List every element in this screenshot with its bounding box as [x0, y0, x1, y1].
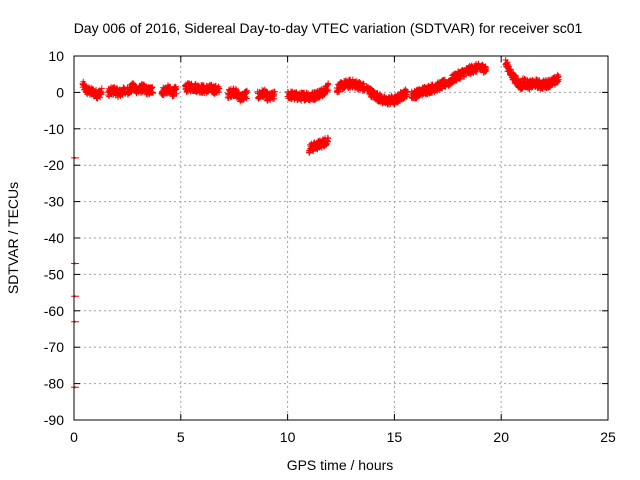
- x-tick-label: 15: [387, 429, 403, 445]
- y-tick-label: -80: [44, 376, 64, 392]
- data-segment: [124, 80, 157, 98]
- data-point: [173, 90, 180, 97]
- data-point: [473, 68, 480, 75]
- y-tick-label: -40: [44, 230, 64, 246]
- data-segment: [389, 86, 411, 108]
- data-segment: [363, 83, 396, 108]
- data-point: [170, 92, 177, 99]
- x-axis-label: GPS time / hours: [287, 457, 394, 473]
- y-axis-label: SDTVAR / TECUs: [5, 182, 21, 294]
- x-tick-label: 25: [600, 429, 616, 445]
- data-segment: [408, 76, 449, 102]
- data-point: [325, 80, 332, 87]
- chart-title: Day 006 of 2016, Sidereal Day-to-day VTE…: [74, 20, 583, 36]
- grid-lines: [74, 56, 608, 420]
- tick-marks: [73, 55, 609, 421]
- data-segment: [254, 86, 278, 104]
- tick-labels: 0 5 10 15 20 25 10 0 -10 -20 -30 -40 -50 -60 -70 -80 -90: [44, 48, 616, 445]
- x-tick-label: 10: [280, 429, 296, 445]
- data-series: [71, 57, 562, 389]
- y-tick-label: -50: [44, 266, 64, 282]
- data-segment: [305, 80, 332, 104]
- data-point: [71, 156, 80, 159]
- data-segment: [444, 60, 490, 89]
- data-segment: [305, 134, 332, 156]
- x-tick-label: 20: [493, 429, 509, 445]
- data-segment: [105, 84, 129, 101]
- data-point: [216, 85, 223, 92]
- y-tick-label: -10: [44, 121, 64, 137]
- data-point: [324, 87, 331, 94]
- data-point: [555, 76, 562, 83]
- data-point: [457, 75, 464, 82]
- data-point: [325, 135, 332, 142]
- data-point: [98, 85, 105, 92]
- x-tick-label: 0: [70, 429, 78, 445]
- data-point: [244, 87, 251, 94]
- data-point: [71, 320, 80, 323]
- data-point: [150, 90, 157, 97]
- data-point: [243, 95, 250, 102]
- y-tick-label: -70: [44, 339, 64, 355]
- data-point: [400, 95, 407, 102]
- data-segment: [79, 78, 105, 102]
- data-point: [483, 67, 490, 74]
- data-segment: [224, 85, 251, 105]
- data-point: [71, 386, 80, 389]
- y-tick-label: -30: [44, 194, 64, 210]
- isolated-points: [71, 156, 80, 389]
- y-tick-label: -20: [44, 157, 64, 173]
- data-point: [467, 71, 474, 78]
- data-segment: [284, 88, 312, 104]
- data-segment: [519, 71, 562, 93]
- data-point: [271, 88, 278, 95]
- y-tick-label: 10: [48, 48, 64, 64]
- y-tick-label: 0: [56, 84, 64, 100]
- y-tick-label: -90: [44, 412, 64, 428]
- data-point: [507, 66, 514, 73]
- x-tick-label: 5: [177, 429, 185, 445]
- data-segment: [158, 82, 180, 100]
- data-point: [71, 262, 80, 265]
- data-point: [71, 295, 80, 298]
- y-tick-label: -60: [44, 303, 64, 319]
- data-segment: [182, 80, 223, 97]
